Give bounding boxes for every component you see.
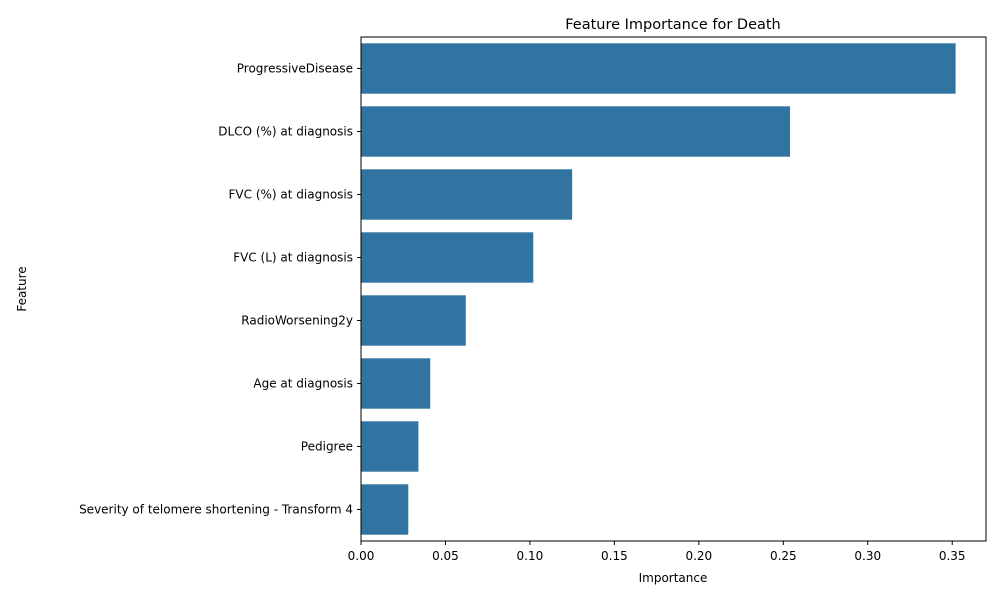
x-tick-label: 0.35 [939, 549, 966, 563]
y-tick-label: DLCO (%) at diagnosis [218, 125, 353, 139]
x-tick-label: 0.00 [348, 549, 375, 563]
bar-4 [361, 295, 466, 346]
bar-0 [361, 43, 956, 94]
y-tick-label: Age at diagnosis [253, 377, 353, 391]
bar-7 [361, 484, 409, 535]
y-axis-ticks: ProgressiveDisease DLCO (%) at diagnosis F… [79, 62, 361, 517]
x-tick-label: 0.30 [854, 549, 881, 563]
bar-5 [361, 358, 431, 409]
y-tick-label: Severity of telomere shortening - Transf… [79, 503, 353, 517]
x-tick-label: 0.15 [601, 549, 628, 563]
x-tick-label: 0.05 [432, 549, 459, 563]
bar-3 [361, 232, 534, 283]
x-tick-label: 0.10 [517, 549, 544, 563]
x-tick-label: 0.25 [770, 549, 797, 563]
bar-2 [361, 169, 573, 220]
x-axis-ticks: 0.00 0.05 0.10 0.15 0.20 0.25 0.30 0.35 [348, 541, 966, 563]
y-axis-title: Feature [15, 266, 29, 311]
bar-1 [361, 106, 791, 157]
y-tick-label: FVC (L) at diagnosis [233, 251, 353, 265]
plot-area-frame [360, 36, 987, 542]
x-axis-title: Importance [639, 571, 708, 585]
y-tick-label: Pedigree [301, 440, 353, 454]
y-tick-label: FVC (%) at diagnosis [229, 188, 353, 202]
y-tick-label: RadioWorsening2y [241, 314, 353, 328]
x-tick-label: 0.20 [685, 549, 712, 563]
bars-layer [361, 43, 956, 535]
y-tick-label: ProgressiveDisease [237, 62, 353, 76]
bar-6 [361, 421, 419, 472]
chart-title: Feature Importance for Death [565, 17, 781, 33]
